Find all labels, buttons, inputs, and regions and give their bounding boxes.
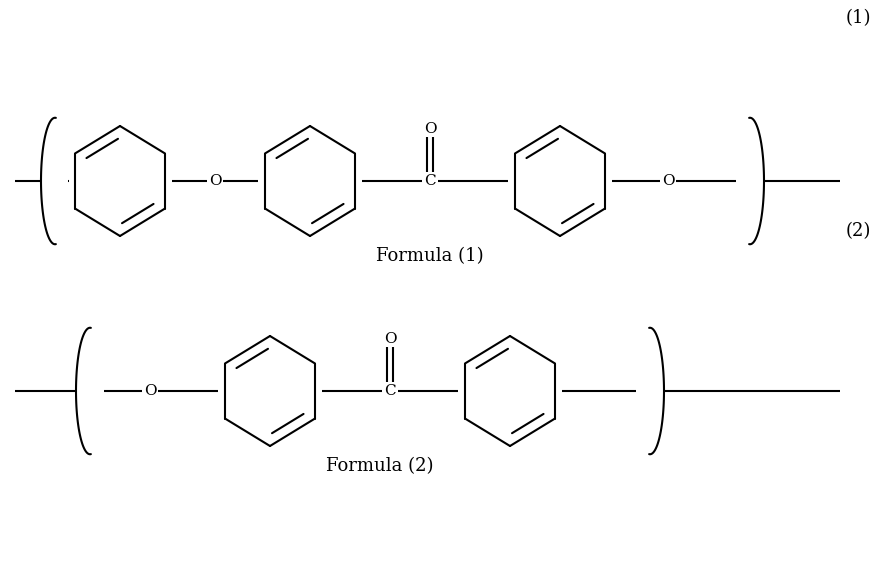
Text: O: O xyxy=(144,384,156,398)
Text: Formula (2): Formula (2) xyxy=(326,457,434,475)
Text: (1): (1) xyxy=(845,9,871,27)
Text: O: O xyxy=(662,174,674,188)
Text: O: O xyxy=(209,174,221,188)
Text: (2): (2) xyxy=(845,222,871,240)
Text: C: C xyxy=(385,384,396,398)
Text: Formula (1): Formula (1) xyxy=(377,247,484,265)
Text: O: O xyxy=(384,332,396,346)
Text: O: O xyxy=(423,122,437,136)
Text: C: C xyxy=(424,174,436,188)
